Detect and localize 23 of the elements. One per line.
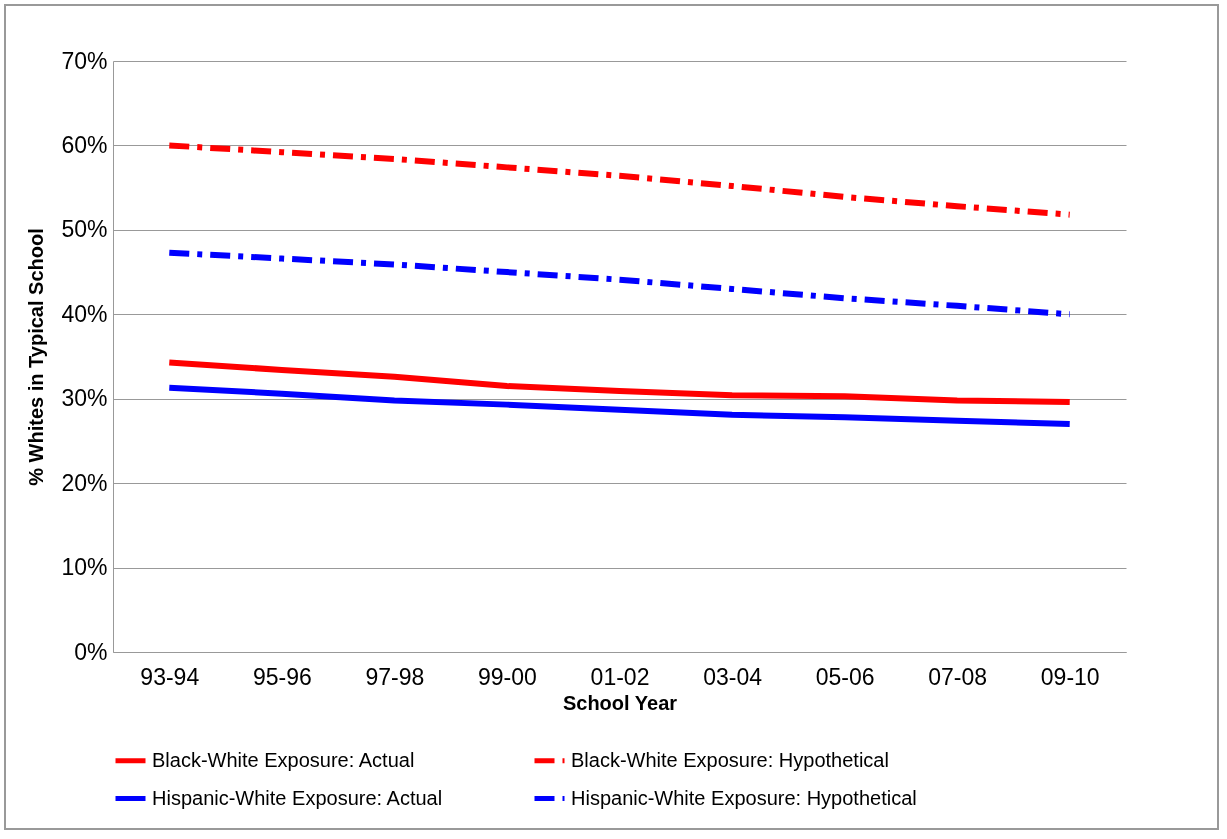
x-tick-label: 01-02: [590, 663, 650, 690]
x-tick-label: 95-96: [252, 663, 312, 690]
legend-label: Hispanic-White Exposure: Actual: [152, 786, 443, 809]
legend-label: Black-White Exposure: Actual: [152, 748, 415, 771]
y-tick-label: 40%: [61, 300, 108, 327]
y-tick-label: 60%: [61, 131, 108, 158]
y-tick-label: 20%: [61, 469, 108, 496]
legend-label: Black-White Exposure: Hypothetical: [571, 748, 889, 771]
y-tick-label: 50%: [61, 216, 108, 243]
x-tick-label: 09-10: [1040, 663, 1100, 690]
x-tick-label: 97-98: [365, 663, 425, 690]
y-tick-label: 0%: [74, 638, 108, 665]
y-tick-label: 70%: [61, 47, 108, 74]
x-axis-title: School Year: [562, 691, 678, 714]
x-tick-label: 03-04: [703, 663, 763, 690]
x-tick-label: 05-06: [815, 663, 875, 690]
y-tick-label: 10%: [61, 554, 108, 581]
x-tick-label: 93-94: [140, 663, 200, 690]
y-axis-title: % Whites in Typical School: [25, 228, 48, 486]
x-tick-label: 99-00: [478, 663, 537, 690]
x-tick-label: 07-08: [928, 663, 988, 690]
y-tick-label: 30%: [61, 385, 108, 412]
legend-label: Hispanic-White Exposure: Hypothetical: [571, 786, 917, 809]
